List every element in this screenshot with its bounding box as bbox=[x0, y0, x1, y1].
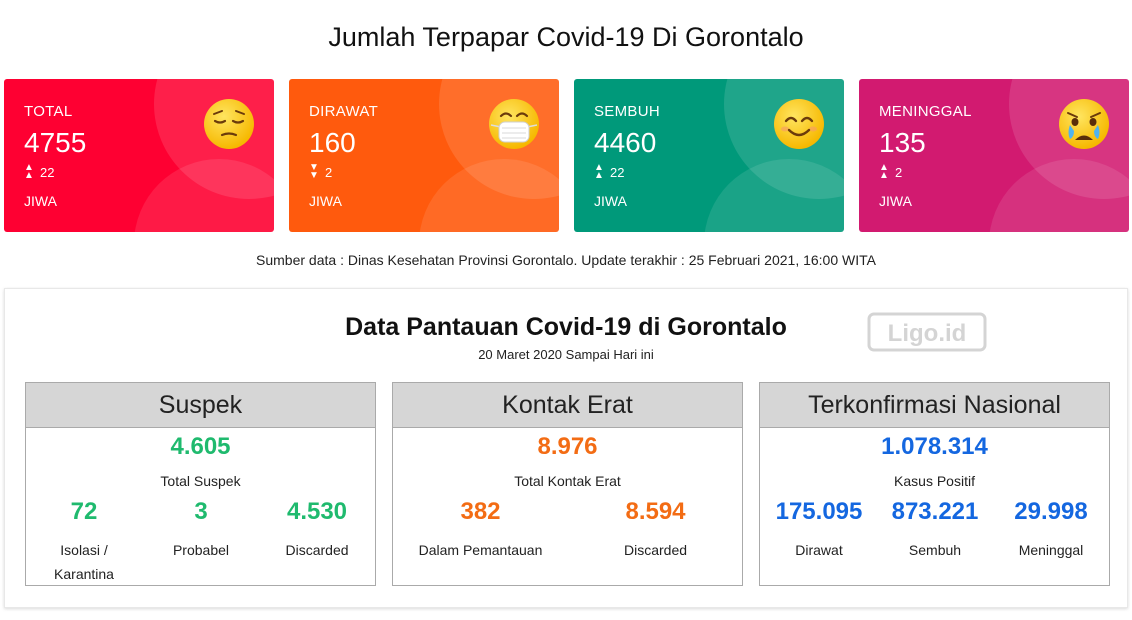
box-main-label: Kasus Positif bbox=[894, 473, 975, 489]
stat-dirawat: 175.095 Dirawat bbox=[764, 498, 874, 562]
card-delta: ▼ ▼ 2 bbox=[309, 162, 333, 181]
stat-value: 8.594 bbox=[625, 498, 686, 525]
stat-label: Dirawat bbox=[795, 542, 843, 558]
stat-label: Isolasi / Karantina bbox=[54, 542, 114, 582]
crying-face-icon bbox=[1059, 99, 1109, 149]
stat-meninggal: 29.998 Meninggal bbox=[998, 498, 1104, 562]
mask-face-icon bbox=[489, 99, 539, 149]
card-label: SEMBUH bbox=[594, 103, 660, 120]
box-main-label: Total Kontak Erat bbox=[514, 473, 621, 489]
box-main-value: 4.605 bbox=[170, 433, 231, 460]
page-title: Jumlah Terpapar Covid-19 Di Gorontalo bbox=[328, 22, 804, 52]
card-unit: JIWA bbox=[594, 193, 627, 209]
card-delta-value: 22 bbox=[610, 164, 625, 180]
svg-text:Ligo.id: Ligo.id bbox=[888, 320, 967, 347]
card-value: 160 bbox=[309, 127, 356, 158]
box-title: Terkonfirmasi Nasional bbox=[760, 383, 1109, 428]
stat-cards: TOTAL 4755 ▲ ▲ 22 JIWA DIRAWAT 160 ▼ ▼ 2 J… bbox=[4, 79, 1129, 232]
card-delta: ▲ ▲ 22 bbox=[24, 162, 55, 181]
stat-probabel: 3 Probabel bbox=[151, 498, 251, 562]
card-unit: JIWA bbox=[309, 193, 342, 209]
box-main-label: Total Suspek bbox=[160, 473, 241, 489]
stat-label: Discarded bbox=[285, 542, 349, 558]
card-value: 135 bbox=[879, 127, 926, 158]
pensive-face-icon bbox=[204, 99, 254, 149]
double-chevron-up-icon: ▲ ▲ bbox=[879, 162, 889, 181]
card-value: 4460 bbox=[594, 127, 657, 158]
stat-dalam-pemantauan: 382 Dalam Pemantauan bbox=[403, 498, 558, 562]
double-chevron-up-icon: ▲ ▲ bbox=[594, 162, 604, 181]
card-label: DIRAWAT bbox=[309, 103, 379, 120]
card-delta-value: 2 bbox=[325, 164, 333, 180]
box-terkonfirmasi-nasional: Terkonfirmasi Nasional 1.078.314 Kasus P… bbox=[759, 382, 1110, 586]
box-title: Kontak Erat bbox=[393, 383, 742, 428]
stat-value: 873.221 bbox=[891, 498, 979, 525]
stat-label: Meninggal bbox=[1018, 542, 1084, 558]
stat-value: 382 bbox=[460, 498, 501, 525]
panel-subtitle: 20 Maret 2020 Sampai Hari ini bbox=[478, 347, 654, 362]
card-label: MENINGGAL bbox=[879, 103, 972, 120]
stat-label: Discarded bbox=[623, 542, 688, 558]
card-unit: JIWA bbox=[879, 193, 912, 209]
stat-value: 72 bbox=[70, 498, 98, 525]
stat-sembuh: 873.221 Sembuh bbox=[880, 498, 990, 562]
stat-value: 175.095 bbox=[775, 498, 863, 525]
stat-discarded: 4.530 Discarded bbox=[262, 498, 372, 562]
panel-title: Data Pantauan Covid-19 di Gorontalo bbox=[345, 313, 787, 341]
card-delta: ▲ ▲ 22 bbox=[594, 162, 625, 181]
stat-label: Sembuh bbox=[908, 542, 962, 558]
stat-label: Probabel bbox=[172, 542, 230, 558]
stat-value: 3 bbox=[194, 498, 208, 525]
ligo-logo: Ligo.id bbox=[867, 312, 987, 352]
smiling-face-icon bbox=[774, 99, 824, 149]
box-kontak-erat: Kontak Erat 8.976 Total Kontak Erat 382 … bbox=[392, 382, 743, 586]
card-delta-value: 22 bbox=[40, 164, 55, 180]
monitoring-panel: Data Pantauan Covid-19 di Gorontalo 20 M… bbox=[4, 288, 1128, 608]
stat-value: 4.530 bbox=[286, 498, 348, 525]
card-meninggal: MENINGGAL 135 ▲ ▲ 2 JIWA bbox=[859, 79, 1129, 232]
card-dirawat: DIRAWAT 160 ▼ ▼ 2 JIWA bbox=[289, 79, 559, 232]
stat-label: Dalam Pemantauan bbox=[418, 542, 543, 558]
double-chevron-down-icon: ▼ ▼ bbox=[309, 162, 319, 181]
box-main-value: 8.976 bbox=[537, 433, 598, 460]
card-unit: JIWA bbox=[24, 193, 57, 209]
card-value: 4755 bbox=[24, 127, 87, 158]
card-sembuh: SEMBUH 4460 ▲ ▲ 22 JIWA bbox=[574, 79, 844, 232]
card-delta: ▲ ▲ 2 bbox=[879, 162, 903, 181]
stat-isolasi: 72 Isolasi / Karantina bbox=[34, 498, 134, 586]
double-chevron-up-icon: ▲ ▲ bbox=[24, 162, 34, 181]
source-note: Sumber data : Dinas Kesehatan Provinsi G… bbox=[256, 252, 876, 268]
box-main-value: 1.078.314 bbox=[881, 433, 988, 460]
card-label: TOTAL bbox=[24, 103, 73, 120]
box-title: Suspek bbox=[26, 383, 375, 428]
stat-value: 29.998 bbox=[1014, 498, 1088, 525]
card-delta-value: 2 bbox=[895, 164, 903, 180]
box-suspek: Suspek 4.605 Total Suspek 72 Isolasi / K… bbox=[25, 382, 376, 586]
card-total: TOTAL 4755 ▲ ▲ 22 JIWA bbox=[4, 79, 274, 232]
stat-discarded: 8.594 Discarded bbox=[598, 498, 713, 562]
